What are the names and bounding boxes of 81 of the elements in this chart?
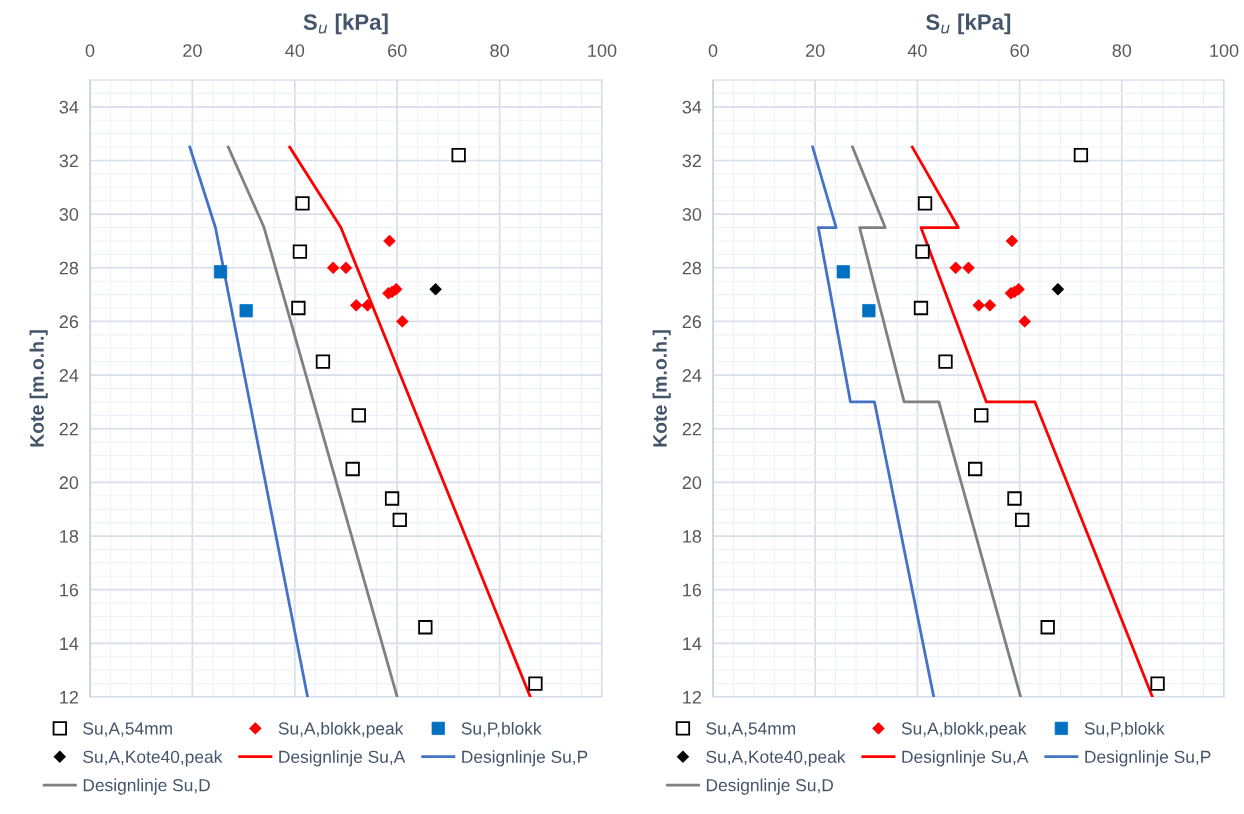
point — [292, 244, 308, 259]
point — [1007, 491, 1022, 506]
y-tick-label: 32 — [682, 154, 701, 168]
point — [384, 491, 400, 506]
point — [351, 408, 366, 423]
legend-label: Su,A,blokk,peak — [278, 721, 404, 739]
x-tick-label: 60 — [1010, 44, 1029, 57]
point — [967, 461, 983, 477]
x-tick-label: 100 — [588, 44, 617, 57]
x-axis-title: S$_{u}$ [kPa] — [926, 13, 1011, 35]
point — [915, 244, 930, 259]
point — [938, 354, 953, 369]
legend-label: Designlinje Su,D — [83, 778, 210, 795]
y-tick-label: 12 — [60, 690, 78, 704]
point — [418, 620, 433, 635]
y-tick-label: 22 — [682, 422, 701, 436]
point — [917, 196, 933, 211]
legend-label: Su,A,54mm — [83, 722, 172, 737]
x-tick-label: 0 — [85, 44, 95, 57]
line-series — [910, 145, 1154, 697]
y-tick-label: 14 — [60, 637, 79, 650]
y-tick-label: 16 — [60, 583, 79, 597]
point — [528, 676, 543, 691]
point — [291, 300, 306, 316]
point — [1150, 676, 1165, 691]
x-tick-label: 20 — [183, 44, 202, 57]
point — [345, 461, 360, 477]
point — [451, 147, 466, 163]
y-tick-label: 14 — [683, 637, 702, 650]
legend-label: Designlinje Su,A — [279, 750, 406, 767]
point — [1073, 147, 1089, 163]
point — [974, 408, 989, 423]
y-tick-label: 30 — [682, 208, 702, 221]
legend-label: Su,A,Kote40,peak — [706, 750, 846, 767]
x-tick-label: 0 — [708, 44, 718, 57]
y-tick-label: 32 — [59, 154, 78, 168]
legend-label: Su,P,blokk — [461, 721, 542, 737]
point — [1015, 512, 1030, 528]
point — [1040, 620, 1055, 635]
legend-label: Designlinje Su,D — [706, 778, 834, 795]
y-tick-label: 20 — [59, 476, 79, 490]
legend-label: Su,A,Kote40,peak — [83, 750, 223, 767]
y-axis-title: Kote [m.o.h.] — [29, 330, 48, 447]
line-series — [811, 145, 936, 697]
legend-label: Designlinje Su,A — [902, 750, 1029, 767]
legend-label: Su,A,54mm — [706, 722, 796, 737]
y-tick-label: 34 — [59, 100, 79, 114]
x-tick-label: 80 — [490, 44, 509, 57]
y-tick-label: 30 — [59, 208, 79, 221]
point — [239, 304, 253, 318]
y-tick-label: 18 — [60, 529, 79, 543]
y-tick-label: 26 — [682, 315, 702, 329]
point — [295, 196, 310, 211]
x-tick-label: 100 — [1210, 44, 1239, 57]
legend-label: Designlinje Su,P — [1085, 750, 1211, 767]
y-tick-label: 22 — [59, 422, 78, 436]
point — [315, 354, 331, 369]
legend-label: Su,A,blokk,peak — [901, 721, 1027, 739]
y-tick-label: 16 — [683, 583, 702, 597]
point — [213, 265, 228, 279]
x-axis-title: S$_{u}$ [kPa] — [303, 13, 388, 35]
point — [392, 512, 407, 528]
y-tick-label: 24 — [682, 369, 702, 382]
y-tick-label: 20 — [682, 476, 702, 490]
y-tick-label: 28 — [682, 261, 702, 275]
y-tick-label: 26 — [59, 315, 79, 329]
line-series — [851, 145, 1023, 697]
x-tick-label: 80 — [1112, 44, 1132, 57]
x-tick-label: 20 — [806, 44, 825, 57]
legend-label: Su,P,blokk — [1084, 721, 1165, 737]
y-axis-title: Kote [m.o.h.] — [652, 330, 671, 447]
legend-label: Designlinje Su,P — [462, 750, 588, 767]
x-tick-label: 60 — [388, 44, 407, 57]
point — [913, 300, 929, 316]
y-tick-label: 28 — [59, 261, 79, 275]
x-tick-label: 40 — [285, 44, 305, 57]
x-tick-label: 40 — [907, 44, 927, 57]
y-tick-label: 12 — [683, 690, 701, 704]
y-tick-label: 34 — [682, 100, 702, 114]
y-tick-label: 24 — [59, 369, 79, 382]
y-tick-label: 18 — [683, 529, 702, 543]
